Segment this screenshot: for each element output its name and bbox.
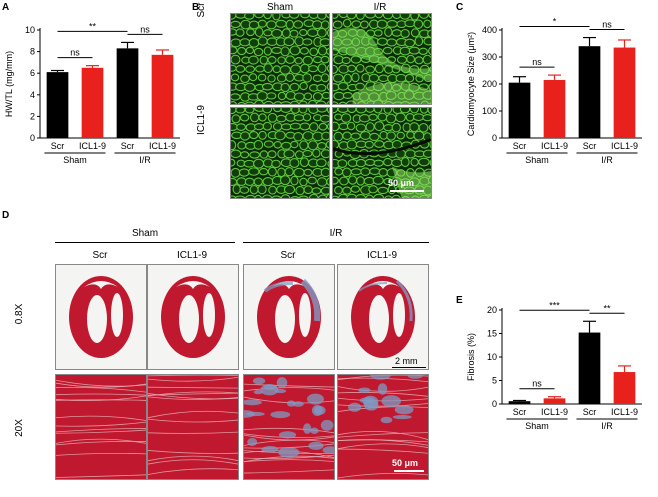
heart-section-ir-scr bbox=[243, 264, 335, 370]
panel-letter-e: E bbox=[456, 295, 463, 306]
b-scale-bar bbox=[390, 190, 424, 192]
bar bbox=[151, 54, 174, 139]
group-label: I/R bbox=[601, 421, 613, 431]
heart-section-sham-icl bbox=[147, 264, 239, 370]
bar bbox=[46, 72, 69, 138]
significance-label: * bbox=[553, 17, 557, 27]
category-label: ICL1-9 bbox=[541, 407, 568, 417]
b-row-label-scr: Scr bbox=[196, 2, 207, 18]
y-tick-label: 10 bbox=[487, 352, 497, 362]
y-tick-label: 300 bbox=[482, 52, 497, 62]
group-label: I/R bbox=[601, 155, 613, 165]
significance-label: ns bbox=[140, 24, 150, 34]
d-group-label-sham: Sham bbox=[131, 228, 159, 239]
category-label: Scr bbox=[583, 407, 597, 417]
category-label: ICL1-9 bbox=[541, 141, 568, 151]
d-col-label-3: Scr bbox=[280, 250, 296, 261]
d-scale-label-high: 50 μm bbox=[392, 458, 419, 468]
masson-20x-ir-scr bbox=[243, 374, 335, 480]
significance-label: *** bbox=[549, 300, 560, 310]
heart-section-ir-icl bbox=[337, 264, 429, 370]
bar bbox=[578, 46, 601, 139]
significance-label: ** bbox=[89, 21, 97, 31]
d-group-label-ir: I/R bbox=[329, 228, 343, 239]
chart-hw-tl: 0 2 4 6 8 10 HW/TL (mg/mm) Scr ICL1-9 Scr ICL1-9 Sh… bbox=[4, 21, 180, 165]
group-label: Sham bbox=[525, 155, 549, 165]
y-tick-label: 0 bbox=[492, 399, 497, 409]
bar bbox=[81, 67, 104, 138]
y-tick-label: 4 bbox=[30, 90, 35, 100]
masson-20x-sham-scr bbox=[55, 374, 147, 480]
heart-section-sham-scr bbox=[55, 264, 147, 370]
category-label: Scr bbox=[513, 141, 527, 151]
chart-cardiomyocyte-size: 0 100 200 300 400 Cardiomyocyte Size (μm²) Scr… bbox=[466, 17, 642, 165]
y-tick-label: 10 bbox=[25, 25, 35, 35]
b-col-label-ir: I/R bbox=[373, 2, 387, 13]
group-label: I/R bbox=[139, 155, 151, 165]
y-axis-label: Fibrosis (%) bbox=[466, 333, 476, 381]
category-label: ICL1-9 bbox=[79, 141, 106, 151]
d-scale-bar-low bbox=[392, 367, 426, 368]
masson-20x-ir-icl bbox=[337, 374, 429, 480]
panel-letter-d: D bbox=[2, 210, 10, 221]
category-label: ICL1-9 bbox=[611, 407, 638, 417]
category-label: Scr bbox=[121, 141, 135, 151]
d-col-label-4: ICL1-9 bbox=[366, 250, 397, 261]
d-col-label-1: Scr bbox=[92, 250, 108, 261]
d-scale-label-low: 2 mm bbox=[395, 356, 418, 366]
y-tick-label: 20 bbox=[487, 305, 497, 315]
micrograph-wga-ir-scr bbox=[332, 13, 432, 105]
significance-label: ns bbox=[70, 48, 80, 58]
bar bbox=[543, 398, 566, 404]
y-tick-label: 400 bbox=[482, 25, 497, 35]
category-label: ICL1-9 bbox=[611, 141, 638, 151]
chart-fibrosis: 0 5 10 15 20 Fibrosis (%) Scr ICL1-9 Scr ICL1-9 Sh… bbox=[466, 300, 642, 431]
category-label: Scr bbox=[513, 407, 527, 417]
y-tick-label: 0 bbox=[30, 133, 35, 143]
d-scale-bar-high bbox=[394, 470, 424, 472]
category-label: Scr bbox=[51, 141, 65, 151]
bar bbox=[508, 82, 531, 138]
micrograph-wga-ir-icl bbox=[332, 107, 432, 199]
y-tick-label: 5 bbox=[492, 376, 497, 386]
bar bbox=[116, 48, 139, 138]
bar bbox=[613, 47, 636, 138]
category-label: Scr bbox=[583, 141, 597, 151]
y-axis-label: Cardiomyocyte Size (μm²) bbox=[466, 32, 476, 136]
y-tick-label: 8 bbox=[30, 47, 35, 57]
bar bbox=[543, 79, 566, 138]
bar bbox=[508, 401, 531, 404]
panel-letter-b: B bbox=[192, 2, 200, 13]
significance-label: ns bbox=[532, 57, 542, 67]
category-label: ICL1-9 bbox=[149, 141, 176, 151]
group-label: Sham bbox=[525, 421, 549, 431]
group-label: Sham bbox=[63, 155, 87, 165]
d-group-line-ir bbox=[243, 242, 429, 243]
d-row-label-high: 20X bbox=[14, 419, 25, 437]
y-tick-label: 15 bbox=[487, 329, 497, 339]
micrograph-wga-sham-icl bbox=[230, 107, 330, 199]
y-tick-label: 0 bbox=[492, 133, 497, 143]
y-axis-label: HW/TL (mg/mm) bbox=[4, 51, 14, 117]
b-col-label-sham: Sham bbox=[266, 2, 294, 13]
significance-label: ns bbox=[532, 379, 542, 389]
d-row-label-low: 0.8X bbox=[14, 303, 25, 325]
panel-letter-c: C bbox=[456, 2, 464, 13]
significance-label: ns bbox=[602, 20, 612, 30]
panel-letter-a: A bbox=[2, 2, 10, 13]
masson-20x-sham-icl bbox=[147, 374, 239, 480]
y-tick-label: 6 bbox=[30, 68, 35, 78]
b-scale-label: 50 μm bbox=[388, 178, 415, 188]
y-tick-label: 200 bbox=[482, 79, 497, 89]
bar bbox=[613, 372, 636, 404]
bar bbox=[578, 332, 601, 404]
significance-label: ** bbox=[603, 303, 611, 313]
y-tick-label: 2 bbox=[30, 111, 35, 121]
micrograph-wga-sham-scr bbox=[230, 13, 330, 105]
d-group-line-sham bbox=[55, 242, 235, 243]
d-col-label-2: ICL1-9 bbox=[176, 250, 207, 261]
b-row-label-icl: ICL1-9 bbox=[196, 105, 207, 136]
y-tick-label: 100 bbox=[482, 106, 497, 116]
